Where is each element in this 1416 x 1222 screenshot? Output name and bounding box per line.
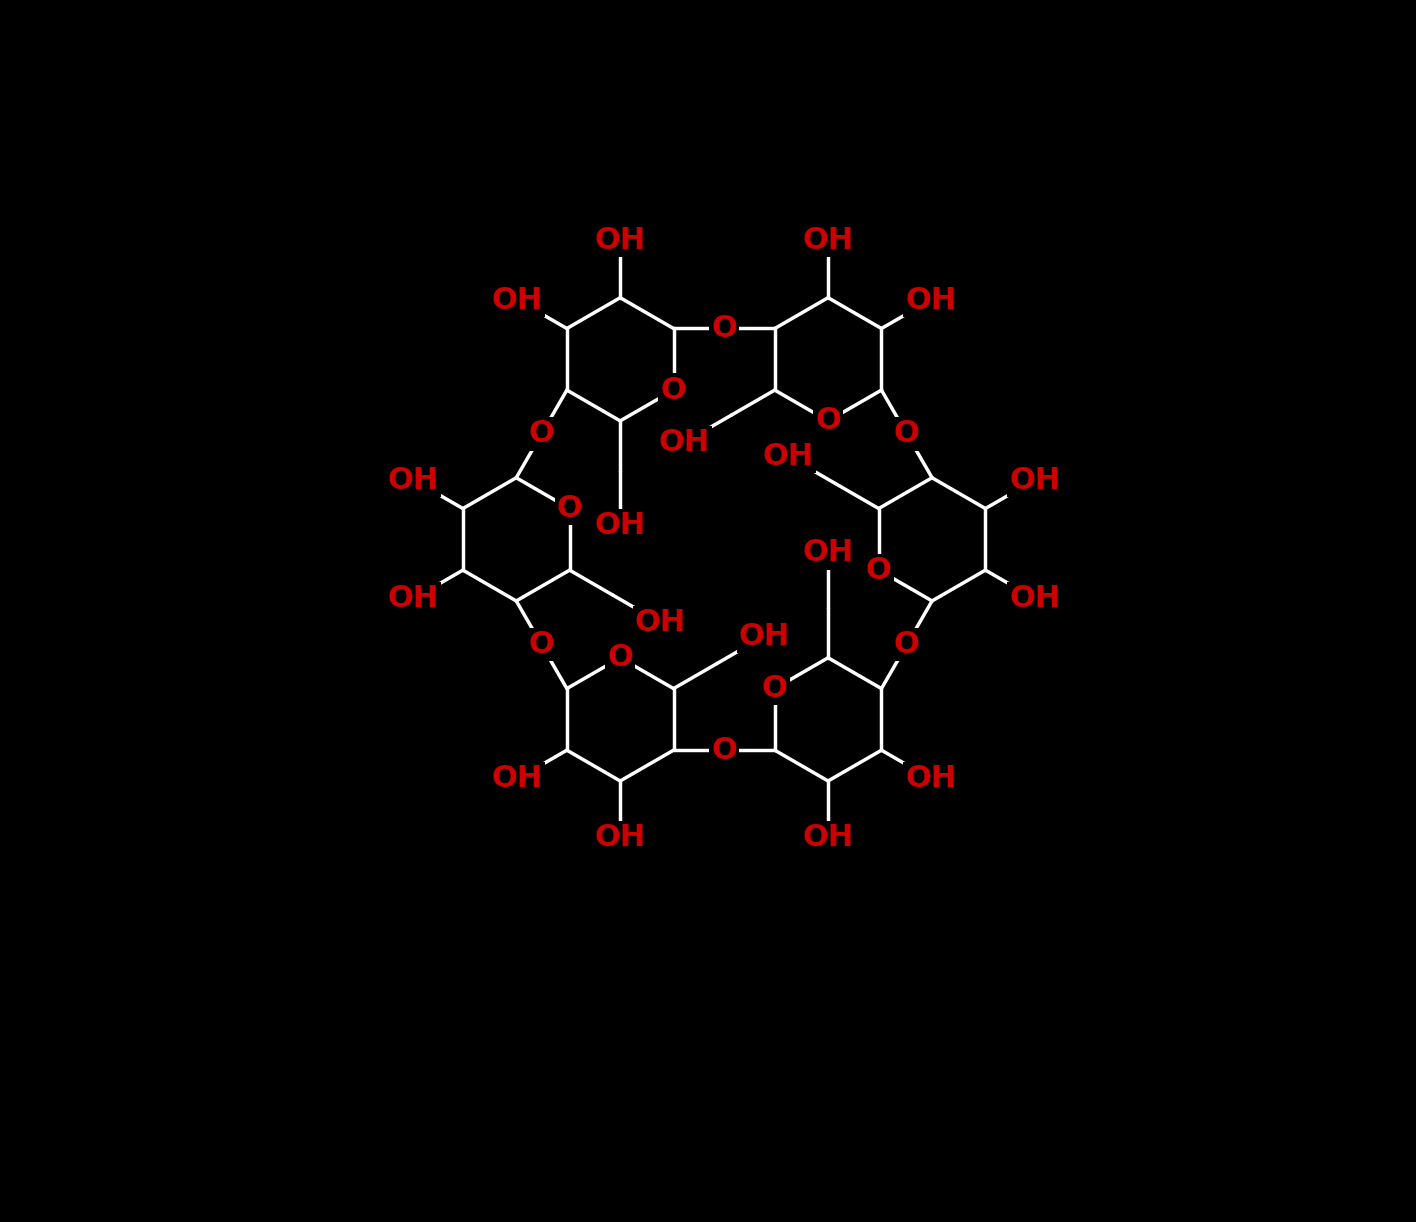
Text: OH: OH	[491, 286, 544, 314]
Text: O: O	[607, 643, 633, 672]
Text: OH: OH	[595, 824, 646, 853]
Text: OH: OH	[595, 511, 646, 540]
Text: O: O	[893, 631, 920, 659]
Text: OH: OH	[739, 622, 790, 650]
Text: OH: OH	[803, 824, 854, 853]
Text: OH: OH	[388, 466, 439, 495]
Text: O: O	[865, 556, 892, 584]
Text: OH: OH	[905, 764, 956, 793]
Text: OH: OH	[388, 584, 439, 613]
Text: OH: OH	[634, 609, 687, 637]
Text: O: O	[528, 419, 555, 448]
Text: OH: OH	[803, 226, 854, 255]
Text: O: O	[816, 407, 841, 435]
Text: O: O	[556, 494, 582, 523]
Text: O: O	[762, 675, 787, 703]
Text: OH: OH	[803, 539, 854, 567]
Text: OH: OH	[1010, 466, 1061, 495]
Text: OH: OH	[658, 428, 709, 457]
Text: O: O	[711, 736, 738, 765]
Text: OH: OH	[595, 226, 646, 255]
Text: O: O	[661, 375, 687, 404]
Text: O: O	[528, 631, 555, 659]
Text: OH: OH	[1010, 584, 1061, 613]
Text: OH: OH	[905, 286, 956, 314]
Text: OH: OH	[491, 764, 544, 793]
Text: O: O	[711, 314, 738, 343]
Text: O: O	[893, 419, 920, 448]
Text: OH: OH	[762, 441, 813, 470]
